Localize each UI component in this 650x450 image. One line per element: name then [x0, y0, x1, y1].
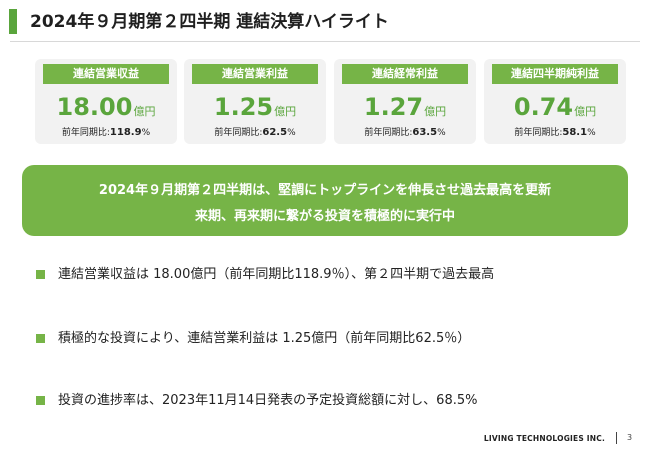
bullet-square-icon [36, 334, 45, 343]
kpi-card-yoy: 前年同期比:63.5% [364, 127, 446, 138]
bullet-text: 積極的な投資により、連結営業利益は 1.25億円（前年同期比62.5％） [58, 331, 471, 346]
kpi-card-yoy: 前年同期比:118.9% [61, 127, 151, 138]
banner-line-1: 2024年９月期第２四半期は、堅調にトップラインを伸長させ過去最高を更新 [98, 183, 552, 198]
bullet-square-icon [36, 270, 45, 279]
title-divider [10, 41, 640, 42]
kpi-card-label: 連結営業利益 [192, 64, 318, 84]
kpi-card-net-profit: 連結四半期純利益 0.74億円 前年同期比:58.1% [484, 59, 626, 144]
kpi-card-label: 連結営業収益 [43, 64, 169, 84]
banner-line-2: 来期、再来期に繋がる投資を積極的に実行中 [194, 209, 455, 224]
page-title: 2024年９月期第２四半期 連結決算ハイライト [30, 12, 389, 32]
title-accent-bar [9, 9, 17, 34]
highlight-banner: 2024年９月期第２四半期は、堅調にトップラインを伸長させ過去最高を更新 来期、… [22, 165, 628, 236]
footer-divider [616, 432, 617, 444]
kpi-card-yoy: 前年同期比:58.1% [514, 127, 596, 138]
bullet-text: 連結営業収益は 18.00億円（前年同期比118.9％）、第２四半期で過去最高 [58, 267, 495, 282]
kpi-card-value: 1.25億円 [213, 93, 297, 121]
kpi-card-operating-revenue: 連結営業収益 18.00億円 前年同期比:118.9% [35, 59, 177, 144]
kpi-card-yoy: 前年同期比:62.5% [214, 127, 296, 138]
bullet-text: 投資の進捗率は、2023年11月14日発表の予定投資総額に対し、68.5% [58, 393, 478, 408]
kpi-card-value: 1.27億円 [363, 93, 447, 121]
kpi-card-value: 0.74億円 [513, 93, 597, 121]
bullet-square-icon [36, 396, 45, 405]
footer-company-name: LIVING TECHNOLOGIES INC. [483, 434, 605, 443]
kpi-card-value: 18.00億円 [56, 93, 156, 121]
kpi-card-label: 連結経常利益 [342, 64, 468, 84]
page-number: 3 [627, 433, 633, 442]
kpi-card-ordinary-profit: 連結経常利益 1.27億円 前年同期比:63.5% [334, 59, 476, 144]
kpi-card-operating-profit: 連結営業利益 1.25億円 前年同期比:62.5% [184, 59, 326, 144]
kpi-card-label: 連結四半期純利益 [492, 64, 618, 84]
